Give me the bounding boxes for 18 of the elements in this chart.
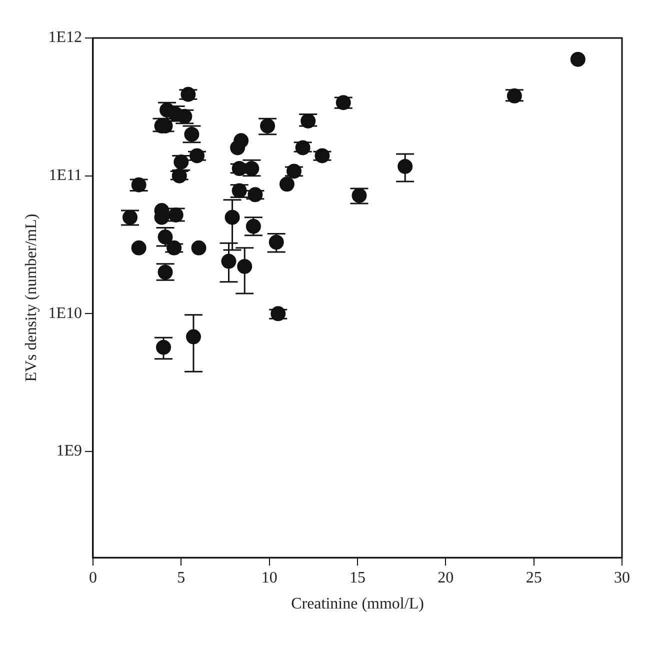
point [279, 176, 294, 192]
y-tick-label: 1E12 [48, 29, 82, 46]
point [131, 240, 146, 256]
y-tick-label: 1E11 [48, 167, 82, 184]
x-tick-label: 25 [526, 569, 542, 586]
x-axis-title: Creatinine (mmol/L) [291, 596, 424, 613]
y-tick-label: 1E9 [56, 442, 82, 460]
x-tick-label: 30 [614, 569, 630, 586]
y-tick-label: 1E10 [48, 304, 82, 322]
x-tick-label: 5 [177, 569, 186, 586]
y-axis-title: EVs density (number/mL) [22, 214, 40, 382]
x-tick-label: 20 [438, 569, 454, 586]
x-tick-label: 10 [261, 569, 278, 586]
x-tick-label: 15 [349, 569, 366, 586]
point [191, 240, 206, 256]
point [230, 140, 246, 156]
x-tick-label: 0 [88, 569, 97, 586]
point [570, 52, 586, 67]
